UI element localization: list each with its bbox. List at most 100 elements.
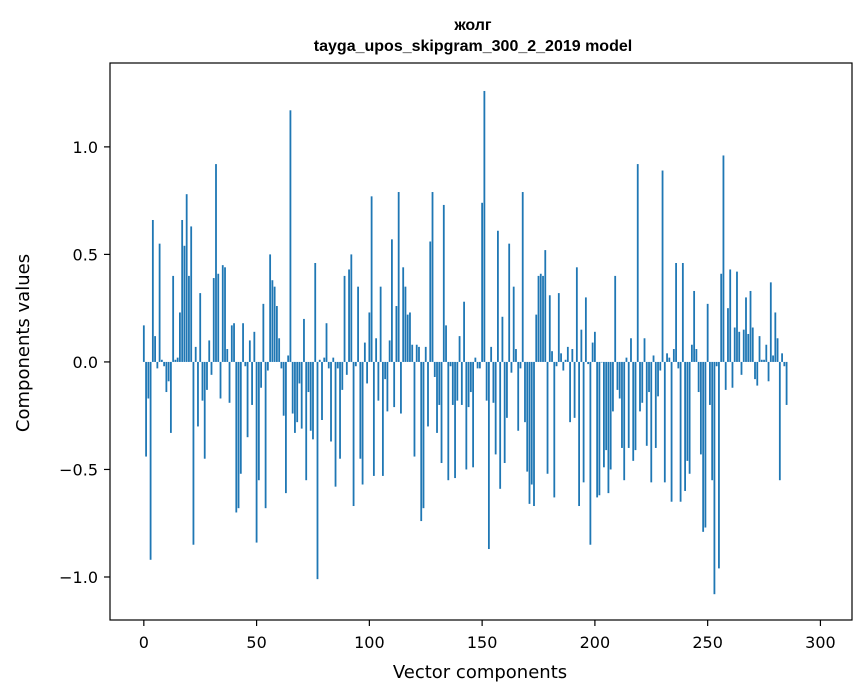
bar <box>257 361 260 481</box>
bar <box>524 361 526 423</box>
bar <box>616 361 619 390</box>
bar <box>217 273 220 362</box>
bar <box>702 361 705 532</box>
bar <box>632 361 635 461</box>
bar <box>681 263 684 362</box>
bar <box>244 361 247 367</box>
bar <box>334 361 337 487</box>
bar <box>449 361 452 367</box>
bar <box>562 361 565 371</box>
bar <box>280 361 283 369</box>
bar <box>621 361 623 448</box>
bar <box>327 361 330 369</box>
bar <box>404 286 407 362</box>
bar <box>411 344 414 362</box>
bar <box>469 361 472 393</box>
bar <box>350 254 353 362</box>
bar <box>415 344 418 362</box>
bar <box>736 271 738 362</box>
bar <box>296 361 299 423</box>
bar <box>539 273 542 362</box>
bar <box>697 361 700 393</box>
bar <box>537 275 540 362</box>
bar <box>386 361 389 412</box>
y-axis-label: Components values <box>13 254 34 432</box>
bar <box>273 286 276 362</box>
bar <box>639 361 641 412</box>
bar <box>618 361 621 399</box>
bar <box>215 164 217 362</box>
bar <box>580 329 583 362</box>
y-tick-label: 1.0 <box>73 138 98 157</box>
bar <box>704 361 707 528</box>
bar <box>672 349 675 362</box>
bar <box>400 361 402 414</box>
x-tick-label: 100 <box>354 633 385 652</box>
bar <box>377 361 380 401</box>
bar <box>512 286 515 362</box>
bar <box>397 192 400 362</box>
bar <box>370 196 373 362</box>
bar <box>438 361 441 405</box>
bar <box>172 275 175 362</box>
bar <box>422 361 425 509</box>
y-tick-label: 0.0 <box>73 353 98 372</box>
bar <box>336 361 339 369</box>
bar <box>589 361 592 545</box>
bar <box>695 349 698 362</box>
bar <box>774 312 777 362</box>
bar <box>713 361 716 595</box>
bar <box>325 323 328 362</box>
bar <box>436 361 438 433</box>
bar <box>648 361 650 393</box>
bar <box>239 361 242 474</box>
bar <box>149 361 152 560</box>
bar <box>508 243 511 362</box>
bar <box>233 323 235 362</box>
bar <box>192 361 195 545</box>
bar <box>718 361 720 569</box>
bar <box>521 192 524 362</box>
bar <box>142 325 145 362</box>
bar <box>584 297 587 362</box>
bar <box>255 361 258 543</box>
bar <box>454 361 456 479</box>
bar <box>557 293 560 362</box>
bar <box>314 263 317 362</box>
bar <box>587 361 590 365</box>
bar <box>341 361 344 390</box>
bar <box>553 361 556 498</box>
bar <box>224 267 226 362</box>
bar <box>499 361 502 489</box>
bar <box>330 361 332 442</box>
x-tick-label: 250 <box>692 633 723 652</box>
bar <box>269 254 272 362</box>
x-tick-label: 50 <box>246 633 266 652</box>
bar <box>445 325 447 362</box>
bar <box>181 219 184 362</box>
y-axis-ticks: −1.0 −0.5 0.0 0.5 1.0 <box>59 138 110 587</box>
bar <box>720 273 723 362</box>
bar <box>733 327 736 362</box>
bar <box>145 361 147 457</box>
bar <box>555 361 558 367</box>
bar <box>776 338 779 362</box>
bar <box>285 361 287 494</box>
bar <box>158 243 161 362</box>
bar <box>749 290 752 362</box>
bar <box>636 164 639 362</box>
bar <box>388 340 391 362</box>
bar <box>478 361 481 369</box>
bar <box>366 361 368 384</box>
x-tick-label: 0 <box>139 633 149 652</box>
bar <box>481 202 484 362</box>
bar <box>641 361 644 403</box>
bar <box>427 361 429 427</box>
bar <box>650 361 653 483</box>
bar <box>627 361 630 448</box>
bar <box>235 361 238 513</box>
bar <box>657 361 659 397</box>
bar <box>612 361 614 412</box>
bar <box>781 353 783 362</box>
bar <box>190 226 193 362</box>
